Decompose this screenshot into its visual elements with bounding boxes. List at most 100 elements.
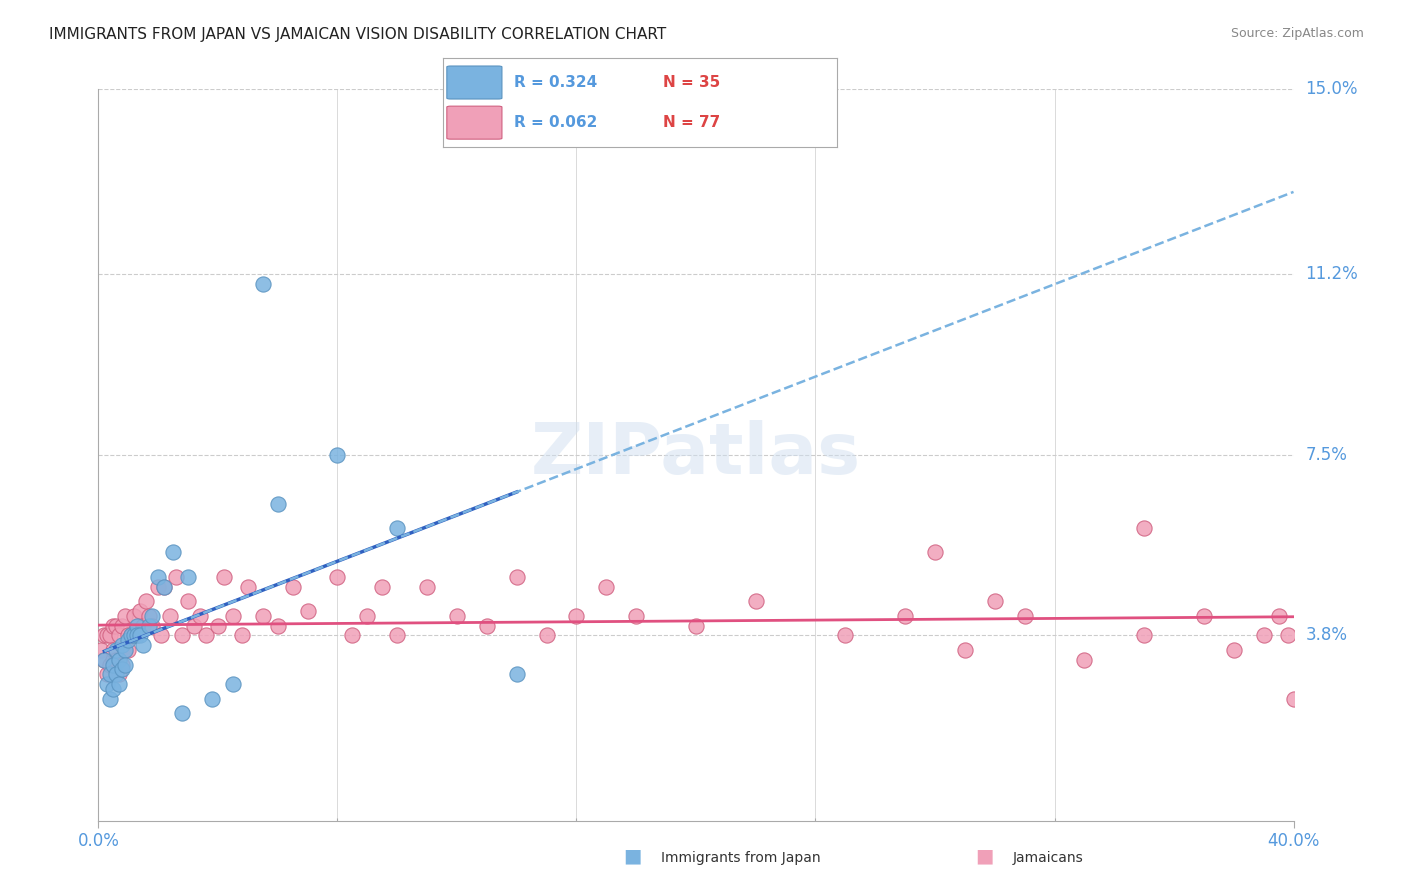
Point: [120, 628, 142, 642]
Point: [195, 628, 218, 642]
Point: [111, 663, 134, 677]
Text: 11.2%: 11.2%: [1306, 266, 1358, 284]
Point: [148, 580, 170, 594]
Point: [212, 570, 235, 584]
Point: [506, 570, 529, 584]
Point: [98, 691, 122, 706]
Point: [252, 277, 274, 292]
Point: [127, 628, 149, 642]
Point: [1267, 608, 1289, 623]
Point: [98, 667, 122, 681]
Point: [98, 628, 122, 642]
Point: [984, 594, 1007, 608]
Point: [98, 657, 122, 672]
Point: [111, 618, 134, 632]
Point: [96, 677, 118, 691]
Point: [236, 580, 259, 594]
Point: [201, 691, 224, 706]
Point: [114, 643, 136, 657]
Point: [267, 618, 290, 632]
Text: Immigrants from Japan: Immigrants from Japan: [661, 851, 821, 865]
Point: [924, 545, 946, 559]
Point: [416, 580, 439, 594]
Point: [127, 628, 149, 642]
Point: [129, 628, 152, 642]
Point: [745, 594, 768, 608]
Point: [1192, 608, 1215, 623]
Point: [297, 604, 319, 618]
Text: 7.5%: 7.5%: [1306, 446, 1347, 464]
Point: [894, 608, 917, 623]
Text: Jamaicans: Jamaicans: [1012, 851, 1083, 865]
Point: [371, 580, 394, 594]
Point: [108, 677, 131, 691]
Point: [172, 706, 194, 721]
Point: [1282, 691, 1305, 706]
FancyBboxPatch shape: [447, 66, 502, 99]
Point: [90, 643, 112, 657]
Point: [475, 618, 498, 632]
Text: R = 0.324: R = 0.324: [513, 75, 598, 89]
Point: [153, 580, 176, 594]
Point: [1223, 643, 1246, 657]
Text: ■: ■: [974, 847, 994, 865]
Point: [124, 608, 146, 623]
Point: [127, 618, 149, 632]
Text: N = 35: N = 35: [664, 75, 721, 89]
Point: [105, 643, 128, 657]
Point: [159, 608, 181, 623]
Text: N = 77: N = 77: [664, 115, 721, 129]
Point: [385, 628, 409, 642]
Point: [231, 628, 253, 642]
Point: [138, 618, 160, 632]
Point: [103, 618, 125, 632]
Point: [326, 448, 349, 462]
Point: [105, 653, 128, 667]
Point: [183, 618, 205, 632]
Point: [207, 618, 229, 632]
Point: [153, 580, 176, 594]
Point: [356, 608, 378, 623]
Text: R = 0.062: R = 0.062: [513, 115, 598, 129]
Point: [1133, 521, 1156, 535]
Point: [105, 618, 128, 632]
Point: [252, 608, 274, 623]
Point: [222, 608, 245, 623]
Point: [103, 653, 125, 667]
Point: [114, 608, 136, 623]
Point: [281, 580, 304, 594]
Point: [138, 608, 160, 623]
Point: [93, 628, 115, 642]
Point: [132, 638, 155, 652]
Point: [1133, 628, 1156, 642]
Text: 15.0%: 15.0%: [1306, 80, 1358, 98]
Point: [93, 653, 115, 667]
Point: [103, 681, 125, 696]
Point: [188, 608, 211, 623]
Point: [129, 604, 152, 618]
Point: [117, 628, 139, 642]
Point: [111, 638, 134, 652]
Point: [267, 497, 290, 511]
Point: [111, 657, 134, 672]
Point: [565, 608, 588, 623]
Point: [93, 653, 115, 667]
Point: [165, 570, 187, 584]
Point: [506, 667, 529, 681]
Point: [108, 628, 131, 642]
Point: [222, 677, 245, 691]
Point: [177, 594, 200, 608]
Point: [114, 657, 136, 672]
FancyBboxPatch shape: [447, 106, 502, 139]
Text: IMMIGRANTS FROM JAPAN VS JAMAICAN VISION DISABILITY CORRELATION CHART: IMMIGRANTS FROM JAPAN VS JAMAICAN VISION…: [49, 27, 666, 42]
Text: Source: ZipAtlas.com: Source: ZipAtlas.com: [1230, 27, 1364, 40]
Point: [953, 643, 976, 657]
Point: [108, 653, 131, 667]
Point: [1073, 653, 1095, 667]
Point: [626, 608, 648, 623]
Point: [96, 628, 118, 642]
Point: [103, 643, 125, 657]
Text: ■: ■: [623, 847, 643, 865]
Point: [108, 667, 131, 681]
Point: [1253, 628, 1275, 642]
